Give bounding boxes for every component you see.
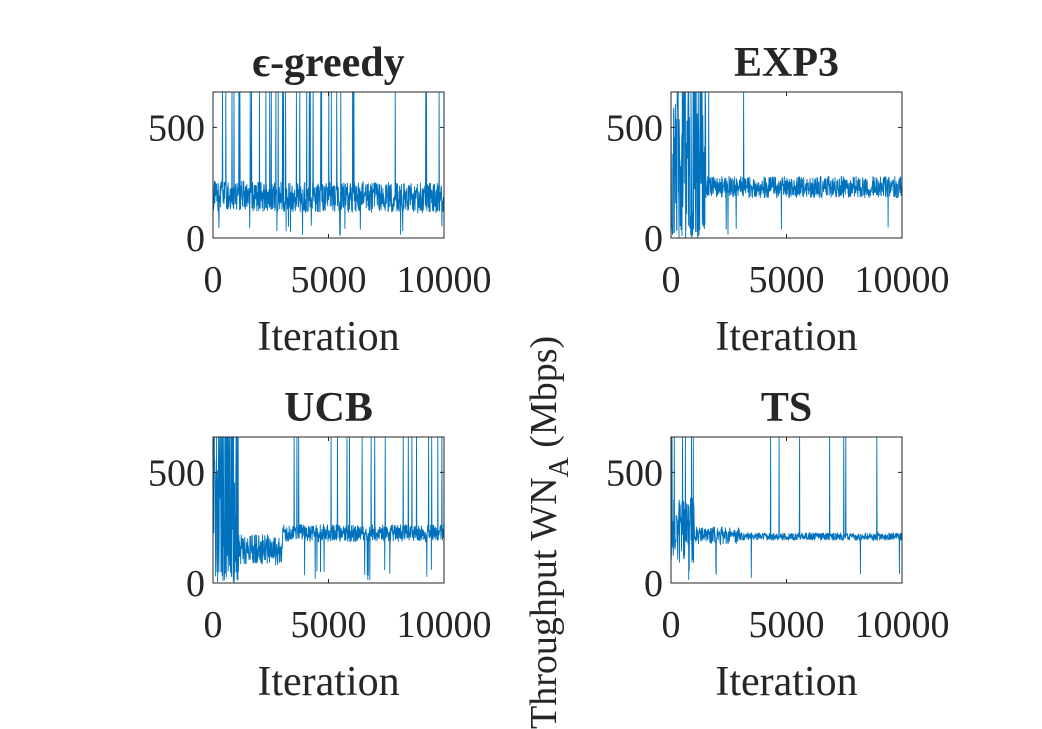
series-line — [213, 437, 444, 583]
x-tick-label: 0 — [204, 259, 223, 301]
subplot-1: 0 5000 10000 0 500 ϵ-greedy Iteration — [148, 40, 492, 360]
x-tick-label: 10000 — [397, 259, 492, 301]
series-line — [213, 92, 444, 236]
x-tick-label: 0 — [204, 604, 223, 646]
ylabel-main: Throughput WN — [523, 477, 565, 729]
x-tick-label: 5000 — [749, 259, 825, 301]
x-tick-label: 0 — [662, 259, 681, 301]
y-tick-label: 500 — [606, 452, 663, 494]
y-tick-label: 0 — [644, 218, 663, 260]
subplot-2: 0 5000 10000 0 500 EXP3 Iteration — [606, 40, 950, 360]
subplot-title: EXP3 — [734, 40, 839, 86]
x-tick-label: 0 — [662, 604, 681, 646]
subplot-4: 0 5000 10000 0 500 TS Iteration — [606, 385, 950, 705]
ylabel-subscript: A — [544, 456, 575, 477]
x-tick-label: 10000 — [855, 604, 950, 646]
x-tick-label: 5000 — [291, 259, 367, 301]
x-axis-label: Iteration — [715, 314, 857, 360]
x-axis-label: Iteration — [257, 314, 399, 360]
x-tick-label: 5000 — [291, 604, 367, 646]
y-tick-label: 500 — [148, 452, 205, 494]
y-tick-label: 0 — [186, 563, 205, 605]
y-tick-label: 500 — [606, 107, 663, 149]
x-tick-label: 10000 — [855, 259, 950, 301]
figure-ylabel: Throughput WNA (Mbps) — [523, 336, 575, 729]
subplot-title: TS — [761, 385, 812, 431]
subplot-title: ϵ-greedy — [252, 40, 404, 86]
series-line — [671, 437, 902, 580]
x-axis-label: Iteration — [257, 659, 399, 705]
x-axis-label: Iteration — [715, 659, 857, 705]
x-tick-label: 10000 — [397, 604, 492, 646]
y-tick-label: 0 — [644, 563, 663, 605]
subplot-title: UCB — [284, 385, 373, 431]
series-line — [671, 92, 902, 238]
x-tick-label: 5000 — [749, 604, 825, 646]
ylabel-unit: (Mbps) — [523, 336, 565, 457]
y-tick-label: 500 — [148, 107, 205, 149]
subplot-3: 0 5000 10000 0 500 UCB Iteration — [148, 385, 492, 705]
y-tick-label: 0 — [186, 218, 205, 260]
